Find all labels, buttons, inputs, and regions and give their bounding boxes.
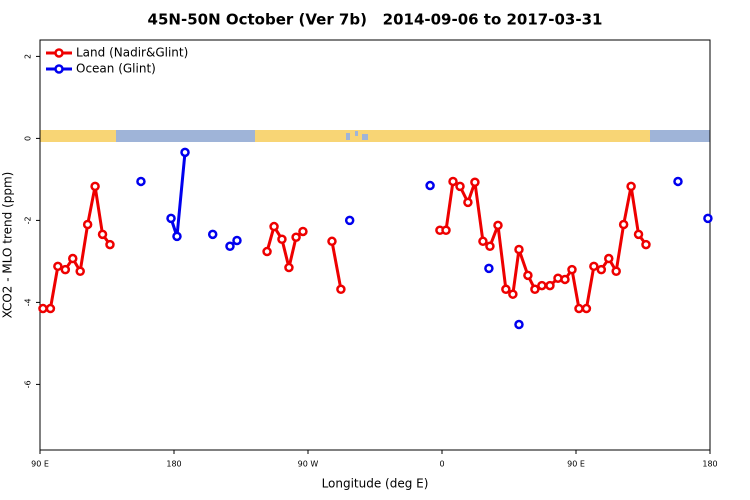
data-point bbox=[618, 219, 629, 230]
legend-marker bbox=[54, 48, 64, 58]
land-band bbox=[40, 130, 116, 142]
data-point bbox=[626, 181, 636, 192]
data-point bbox=[673, 176, 683, 187]
land-mask bbox=[40, 130, 710, 142]
data-point bbox=[560, 274, 570, 285]
data-point bbox=[75, 266, 85, 276]
data-point bbox=[136, 176, 146, 187]
y-tick-label: 2 bbox=[24, 54, 33, 59]
data-point bbox=[530, 284, 540, 295]
ocean-band bbox=[362, 134, 368, 140]
data-point bbox=[567, 264, 577, 275]
data-point bbox=[97, 229, 108, 240]
y-axis-label: XCO2 - MLO trend (ppm) bbox=[1, 172, 15, 319]
data-point bbox=[277, 234, 287, 245]
land-band bbox=[255, 130, 650, 142]
y-tick-label: -4 bbox=[24, 298, 33, 306]
data-point bbox=[641, 239, 651, 250]
data-point bbox=[180, 147, 190, 158]
legend-label: Ocean (Glint) bbox=[76, 62, 156, 76]
data-point bbox=[166, 213, 176, 224]
data-point bbox=[53, 261, 63, 272]
data-point bbox=[514, 244, 524, 255]
data-point bbox=[537, 280, 547, 291]
data-point bbox=[485, 241, 495, 251]
data-point bbox=[68, 253, 78, 264]
x-tick-label: 180 bbox=[166, 460, 181, 469]
data-point bbox=[90, 181, 100, 192]
data-point bbox=[284, 262, 294, 273]
y-tick-label: 0 bbox=[24, 136, 33, 141]
data-point bbox=[262, 246, 272, 257]
data-point bbox=[604, 253, 614, 264]
data-point bbox=[703, 213, 713, 224]
legend-label: Land (Nadir&Glint) bbox=[76, 46, 188, 60]
data-point bbox=[589, 261, 599, 272]
data-point bbox=[463, 197, 473, 208]
data-point bbox=[425, 180, 435, 191]
data-point bbox=[38, 303, 48, 314]
data-point bbox=[269, 221, 279, 232]
data-point bbox=[611, 266, 621, 276]
data-point bbox=[232, 235, 242, 246]
y-tick-label: -2 bbox=[24, 216, 33, 224]
data-point bbox=[327, 236, 337, 247]
data-point bbox=[448, 176, 458, 187]
data-point bbox=[493, 220, 503, 231]
data-point bbox=[105, 239, 115, 250]
x-tick-label: 0 bbox=[439, 460, 444, 469]
data-point bbox=[45, 303, 56, 314]
data-point bbox=[501, 284, 511, 295]
data-point bbox=[484, 263, 494, 274]
data-point bbox=[82, 219, 93, 230]
data-point bbox=[523, 270, 533, 281]
data-point bbox=[470, 177, 480, 188]
data-point bbox=[172, 231, 182, 242]
x-tick-label: 90 W bbox=[298, 460, 319, 469]
data-point bbox=[344, 215, 355, 226]
data-point bbox=[336, 284, 346, 295]
data-point bbox=[207, 229, 218, 240]
data-point bbox=[581, 303, 592, 314]
ocean-band bbox=[355, 131, 358, 136]
x-tick-label: 180 bbox=[702, 460, 717, 469]
ocean-band bbox=[346, 133, 350, 140]
y-tick-label: -6 bbox=[24, 380, 33, 388]
data-point bbox=[508, 289, 518, 299]
series-line bbox=[42, 179, 648, 311]
data-point bbox=[596, 264, 607, 275]
x-tick-label: 90 E bbox=[567, 460, 585, 469]
plot-frame bbox=[39, 39, 711, 451]
data-point bbox=[514, 319, 524, 330]
data-point bbox=[225, 241, 235, 251]
data-point bbox=[478, 236, 488, 247]
chart-title: 45N-50N October (Ver 7b) 2014-09-06 to 2… bbox=[148, 11, 603, 29]
legend-marker bbox=[54, 64, 64, 74]
data-point bbox=[441, 225, 451, 235]
x-tick-label: 90 E bbox=[31, 460, 49, 469]
data-point bbox=[633, 229, 644, 240]
data-point bbox=[298, 226, 308, 237]
data-point bbox=[60, 264, 71, 275]
data-point bbox=[291, 232, 301, 242]
x-axis-label: Longitude (deg E) bbox=[322, 477, 429, 491]
data-point bbox=[574, 303, 584, 314]
data-point bbox=[455, 181, 465, 192]
data-point bbox=[545, 280, 555, 291]
